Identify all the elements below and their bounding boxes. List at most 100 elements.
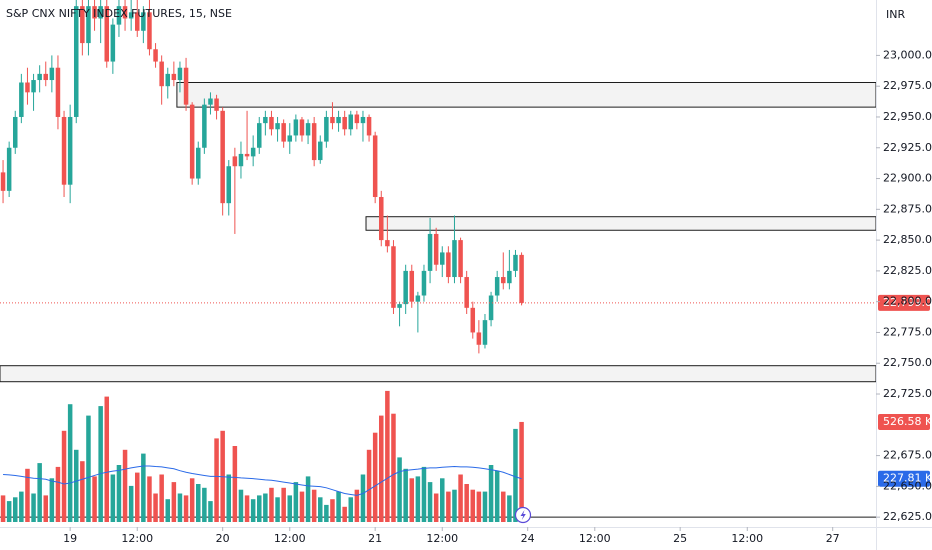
candle-body [275,123,280,130]
candle-body [250,147,256,157]
price-badge [878,470,930,487]
volume-bar [397,457,402,522]
y-tick-label: 22,800.00 [883,295,932,308]
currency-label: INR [886,8,905,21]
volume-bar [263,493,268,522]
candle-body [360,116,366,124]
price-badge-label: 227.81 K [883,472,932,485]
x-tick-label: 12:00 [579,532,611,545]
volume-bar [415,476,421,522]
y-tick-label: 22,825.00 [883,264,932,277]
volume-bar [458,474,463,522]
volume-bar [452,489,457,522]
candle-body [513,254,518,271]
volume-bar [385,390,390,522]
volume-bar [403,468,408,522]
candle-body [403,270,408,305]
volume-bar [55,466,61,522]
zone [365,216,877,231]
y-tick-label: 22,625.00 [883,510,932,523]
x-tick-label: 12:00 [426,532,458,545]
candle-body [153,49,158,62]
price-badge [878,413,930,430]
x-tick-label: 12:00 [274,532,306,545]
candle-body [208,98,213,105]
candle-body [189,104,195,179]
y-tick-label: 22,750.00 [883,356,932,369]
volume-bar [269,487,274,522]
y-tick-label: 22,725.00 [883,387,932,400]
candle-body [0,172,6,191]
y-tick-label: 22,925.00 [883,141,932,154]
candle-body [134,12,140,31]
volume-bar [305,476,311,522]
candle-body [214,98,219,111]
volume-bar [61,430,67,522]
volume-bar [92,476,97,522]
chart-title: S&P CNX NIFTY INDEX FUTURES, 15, NSE [6,7,232,20]
volume-bar [257,495,262,522]
volume-bar [409,478,415,522]
volume-bar [37,463,42,522]
candle-body [519,254,524,303]
candle-body [110,24,116,62]
volume-bar [25,468,30,522]
volume-bar [177,493,183,522]
candle-body [177,67,183,81]
volume-bar [0,495,6,522]
volume-bar [214,438,219,522]
candle-body [92,6,97,19]
candle-body [452,240,457,278]
candle-body [330,116,335,124]
candle-body [49,67,55,81]
y-tick-label: 22,675.00 [883,449,932,462]
candle-body [147,12,152,50]
candle-body [299,119,305,136]
volume-bar [287,495,293,522]
volume-bar [128,485,134,522]
volume-bar [324,504,329,522]
volume-bar [299,491,305,522]
candle-body [488,295,494,321]
y-tick-label: 22,950.00 [883,110,932,123]
y-tick-label: 22,850.00 [883,233,932,246]
volume-bar [134,472,140,522]
volume-bar [440,478,445,522]
candle-body [122,6,128,19]
candle-body [61,116,67,185]
candle-body [293,119,299,136]
volume-bar [141,453,146,522]
volume-bar [281,487,286,522]
candle-body [86,6,91,44]
volume-bar [67,404,73,522]
candle-body [43,73,49,81]
volume-bar [244,495,250,522]
volume-bar [31,493,36,522]
volume-bar [147,476,152,522]
volume-bar [507,495,512,522]
y-tick-label: 22,775.00 [883,325,932,338]
volume-bar [104,396,110,522]
candle-body [226,166,232,204]
price-badge [878,294,930,311]
candle-body [440,252,445,265]
candle-body [116,6,122,25]
volume-bar [12,497,18,522]
x-tick-label: 27 [826,532,840,545]
candle-body [287,135,293,142]
candle-body [196,147,201,179]
volume-bar [433,493,439,522]
volume-bar [98,406,103,522]
candle-body [366,116,372,136]
volume-bar [519,421,524,522]
icon-bolt [520,510,526,520]
volume-bar [238,489,244,522]
candle-body [501,277,506,284]
candle-body [476,332,482,345]
volume-bar [379,415,384,522]
candle-body [202,104,207,148]
candle-body [354,114,360,124]
candle-body [37,73,42,81]
